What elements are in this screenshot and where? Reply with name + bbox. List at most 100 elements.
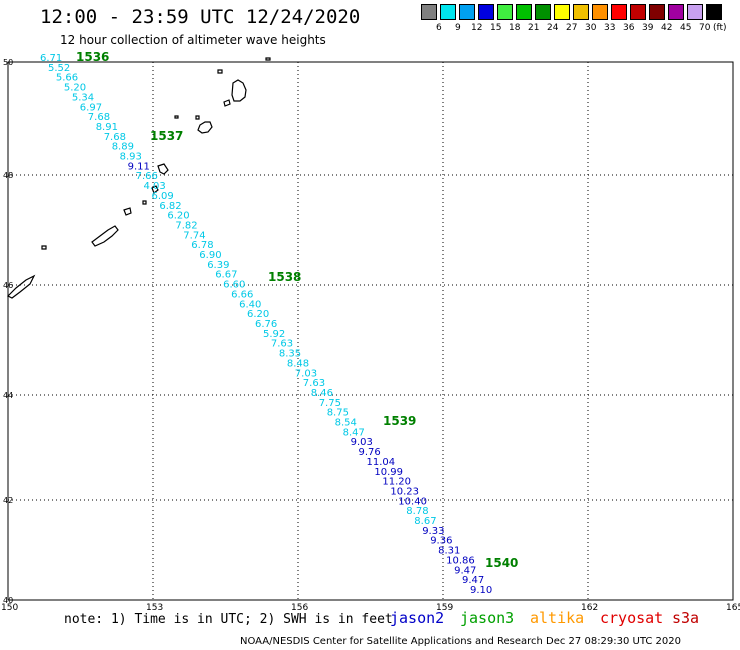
legend-swatch bbox=[611, 4, 627, 20]
swh-value: 6.60 bbox=[223, 280, 245, 291]
legend-tick-label: 15 bbox=[490, 23, 502, 33]
swh-value: 7.74 bbox=[183, 230, 205, 241]
lon-tick-label: 153 bbox=[146, 603, 163, 613]
satellite-label: jason3 bbox=[460, 609, 515, 627]
island-coastline bbox=[123, 207, 132, 216]
swh-value: 9.10 bbox=[470, 585, 492, 596]
satellite-label: altika bbox=[530, 609, 585, 627]
lat-lon-grid bbox=[8, 62, 733, 600]
credit-line: NOAA/NESDIS Center for Satellite Applica… bbox=[240, 636, 682, 647]
swh-value: 6.90 bbox=[199, 250, 221, 261]
legend-swatch bbox=[630, 4, 646, 20]
swh-value: 11.04 bbox=[367, 457, 396, 468]
satellite-label: cryosat bbox=[600, 609, 664, 627]
island-coastline bbox=[174, 115, 179, 119]
swh-value: 6.20 bbox=[247, 309, 269, 320]
swh-observations: 6.715.525.665.205.346.977.688.917.688.89… bbox=[40, 53, 492, 596]
swh-value: 7.63 bbox=[303, 378, 325, 389]
swh-value: 9.36 bbox=[430, 536, 452, 547]
swh-value: 10.99 bbox=[374, 467, 403, 478]
legend-swatch bbox=[649, 4, 665, 20]
island-coastline bbox=[6, 274, 36, 299]
swh-value: 6.20 bbox=[167, 211, 189, 222]
swh-value: 6.67 bbox=[215, 270, 237, 281]
swh-value: 6.40 bbox=[239, 299, 261, 310]
color-legend: 6 9 12 15 18 21 24 27 30 33 36 39 42 45 70 (ft) bbox=[421, 4, 739, 34]
axis-labels: 150 153 156 159 162 165 50 48 46 44 42 40 bbox=[1, 58, 740, 613]
island-coastline bbox=[195, 115, 200, 120]
swh-value: 7.75 bbox=[319, 398, 341, 409]
map-frame bbox=[7, 61, 734, 601]
legend-tick-label: 45 bbox=[680, 23, 692, 33]
lat-tick-label: 44 bbox=[3, 391, 13, 400]
pass-number: 1539 bbox=[383, 414, 416, 428]
swh-value: 5.66 bbox=[56, 73, 78, 84]
swh-value: 8.91 bbox=[96, 122, 118, 133]
legend-tick-label: 33 bbox=[604, 23, 616, 33]
lat-tick-label: 48 bbox=[3, 171, 13, 180]
island-coastline bbox=[223, 99, 231, 107]
swh-value: 10.40 bbox=[398, 496, 427, 507]
legend-swatch bbox=[459, 4, 475, 20]
legend-tick-label: 12 bbox=[471, 23, 483, 33]
swh-value: 6.71 bbox=[40, 53, 62, 64]
swh-value: 10.23 bbox=[390, 487, 419, 498]
swh-value: 8.47 bbox=[343, 427, 365, 438]
legend-swatch bbox=[687, 4, 703, 20]
lon-tick-label: 162 bbox=[581, 603, 598, 613]
pass-number: 1540 bbox=[485, 556, 518, 570]
legend-tick-label: 42 bbox=[661, 23, 673, 33]
legend-swatch bbox=[535, 4, 551, 20]
swh-value: 8.31 bbox=[438, 546, 460, 557]
legend-tick-label: 6 bbox=[436, 23, 442, 33]
island-coastline bbox=[142, 200, 147, 205]
legend-swatch bbox=[516, 4, 532, 20]
swh-value: 9.47 bbox=[462, 575, 484, 586]
coastline bbox=[6, 57, 271, 299]
island-coastline bbox=[151, 185, 159, 194]
legend-swatch bbox=[497, 4, 513, 20]
island-coastline bbox=[41, 245, 47, 250]
swh-value: 5.20 bbox=[64, 83, 86, 94]
lon-tick-label: 156 bbox=[291, 603, 308, 613]
island-coastline bbox=[217, 69, 223, 74]
swh-value: 6.09 bbox=[152, 191, 174, 202]
swh-value: 6.78 bbox=[191, 240, 213, 251]
swh-value: 6.97 bbox=[80, 102, 102, 113]
legend-swatch bbox=[668, 4, 684, 20]
legend-tick-label: 27 bbox=[566, 23, 578, 33]
lon-tick-label: 150 bbox=[1, 603, 18, 613]
swh-value: 9.33 bbox=[422, 526, 444, 537]
swh-value: 9.47 bbox=[454, 565, 476, 576]
footnote: note: 1) Time is in UTC; 2) SWH is in fe… bbox=[64, 612, 393, 627]
legend-tick-label: 21 bbox=[528, 23, 540, 33]
swh-value: 4.03 bbox=[144, 181, 166, 192]
swh-value: 7.68 bbox=[88, 112, 110, 123]
legend-swatch bbox=[592, 4, 608, 20]
legend-tick-label: 30 bbox=[585, 23, 597, 33]
legend-swatch bbox=[440, 4, 456, 20]
swh-value: 7.68 bbox=[104, 132, 126, 143]
legend-tick-label: 9 bbox=[455, 23, 461, 33]
pass-labels: 1536 1537 1538 1539 1540 bbox=[76, 50, 518, 570]
lon-tick-label: 159 bbox=[436, 603, 453, 613]
legend-swatch bbox=[478, 4, 494, 20]
swh-value: 6.76 bbox=[255, 319, 277, 330]
pass-number: 1537 bbox=[150, 129, 183, 143]
island-coastline bbox=[265, 57, 271, 61]
satellite-label: s3a bbox=[672, 609, 700, 627]
swh-value: 8.46 bbox=[311, 388, 333, 399]
swh-value: 7.82 bbox=[175, 221, 197, 232]
legend-tick-label: 70 bbox=[699, 23, 711, 33]
legend-unit: (ft) bbox=[713, 23, 727, 33]
swh-value: 7.66 bbox=[136, 171, 158, 182]
page-subtitle: 12 hour collection of altimeter wave hei… bbox=[60, 33, 326, 47]
swh-value: 5.52 bbox=[48, 63, 70, 74]
swh-value: 11.20 bbox=[382, 477, 411, 488]
legend-tick-label: 18 bbox=[509, 23, 521, 33]
legend-swatch bbox=[573, 4, 589, 20]
legend-swatch bbox=[421, 4, 437, 20]
swh-value: 8.93 bbox=[120, 152, 142, 163]
swh-value: 7.63 bbox=[271, 339, 293, 350]
